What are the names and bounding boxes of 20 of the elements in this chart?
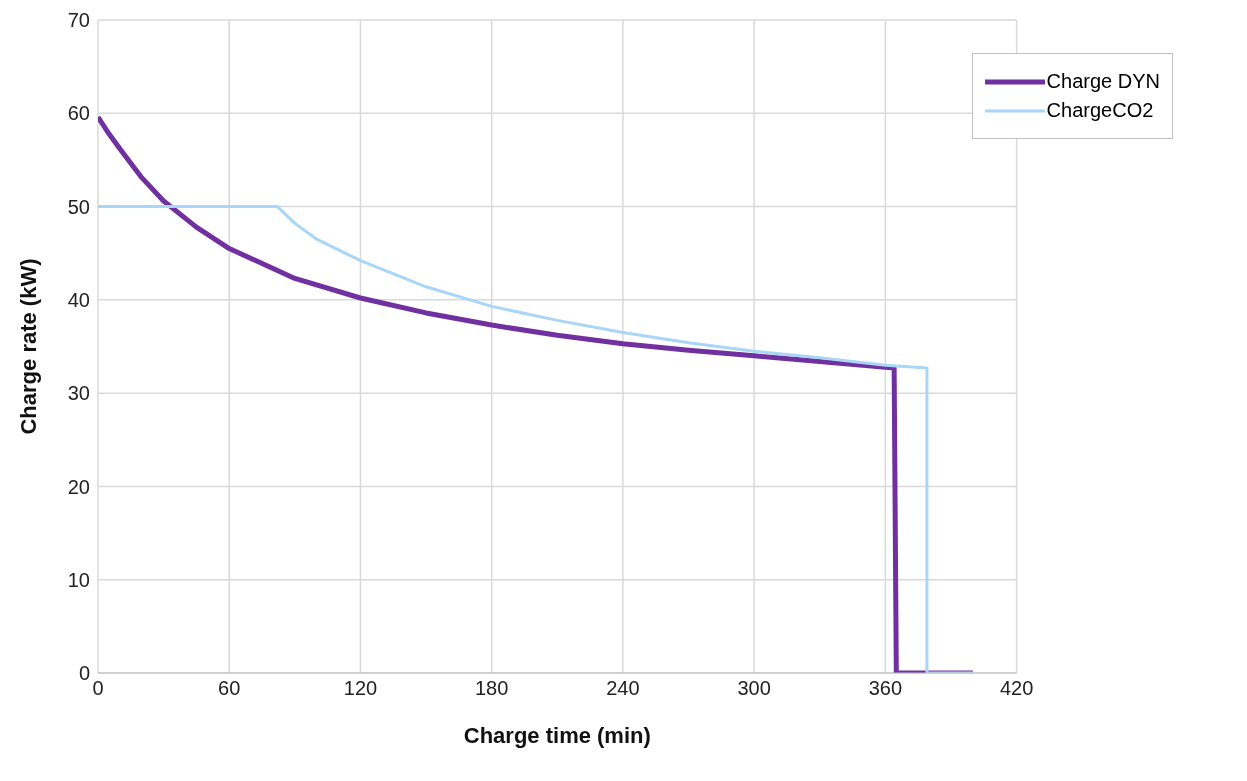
y-tick-label: 70 xyxy=(67,9,90,32)
x-tick-label: 180 xyxy=(475,677,509,700)
x-tick-label: 300 xyxy=(737,677,771,700)
y-tick-label: 30 xyxy=(67,382,90,405)
x-tick-label: 0 xyxy=(92,677,104,700)
y-tick-label: 20 xyxy=(67,475,90,498)
x-tick-label: 420 xyxy=(999,677,1034,700)
x-tick-label: 240 xyxy=(606,677,640,700)
y-tick-label: 50 xyxy=(67,195,90,218)
y-tick-label: 40 xyxy=(67,288,90,311)
x-tick-label: 60 xyxy=(218,677,241,700)
y-tick-label: 60 xyxy=(67,102,90,125)
x-axis-title: Charge time (min) xyxy=(463,723,651,748)
y-tick-label: 0 xyxy=(78,662,90,685)
y-axis-title: Charge rate (kW) xyxy=(15,258,41,435)
x-tick-label: 120 xyxy=(343,677,378,700)
x-tick-label: 360 xyxy=(868,677,903,700)
legend-label: Charge DYN xyxy=(1046,70,1160,93)
y-tick-label: 10 xyxy=(67,568,90,591)
legend-label: ChargeCO2 xyxy=(1046,99,1154,122)
